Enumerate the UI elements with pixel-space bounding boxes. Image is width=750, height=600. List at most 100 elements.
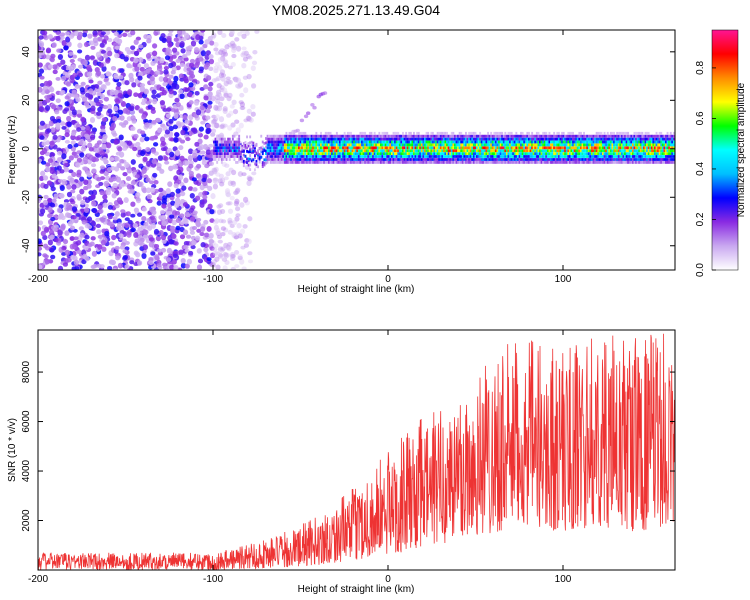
heat-cell	[524, 155, 527, 158]
heat-cell	[556, 152, 559, 155]
heat-cell	[616, 146, 619, 150]
heat-cell	[100, 217, 106, 223]
heat-cell	[439, 158, 442, 161]
heat-cell	[528, 152, 530, 155]
heat-cell	[110, 122, 116, 129]
heat-cell	[416, 149, 419, 153]
heat-cell	[272, 152, 275, 155]
heat-cell	[576, 152, 579, 155]
heat-cell	[210, 252, 216, 259]
heat-cell	[408, 134, 411, 138]
heat-cell	[425, 149, 428, 153]
heat-cell	[282, 155, 285, 158]
heat-cell	[413, 143, 415, 147]
heat-cell	[114, 45, 120, 50]
heat-cell	[359, 146, 362, 150]
heat-cell	[483, 155, 486, 158]
heat-cell	[254, 162, 256, 166]
heat-cell	[146, 34, 152, 40]
heat-cell	[431, 143, 434, 147]
heat-cell	[304, 134, 307, 138]
heat-cell	[220, 226, 226, 231]
heat-cell	[183, 244, 189, 250]
heat-cell	[480, 140, 483, 144]
heat-cell	[556, 134, 559, 138]
heat-cell	[368, 134, 371, 138]
heat-cell	[304, 137, 307, 141]
heat-cell	[153, 142, 159, 147]
heat-cell	[57, 54, 64, 61]
heat-cell	[370, 140, 373, 144]
heat-cell	[235, 152, 237, 155]
heat-cell	[85, 170, 91, 175]
heat-cell	[506, 161, 508, 164]
heat-cell	[271, 155, 274, 158]
heat-cell	[212, 167, 218, 174]
heat-cell	[428, 146, 431, 150]
heat-cell	[307, 161, 310, 164]
heat-cell	[241, 150, 244, 153]
heat-cell	[402, 143, 404, 147]
heat-cell	[424, 158, 426, 161]
heat-cell	[200, 30, 206, 33]
heat-cell	[405, 137, 408, 141]
heat-cell	[477, 152, 480, 155]
heat-cell	[302, 152, 305, 155]
heat-cell	[321, 134, 324, 138]
heat-cell	[217, 146, 220, 150]
heat-cell	[518, 152, 521, 155]
heat-cell	[375, 152, 378, 155]
heat-cell	[90, 220, 96, 227]
heat-cell	[523, 146, 526, 150]
heat-cell	[409, 134, 412, 138]
heat-cell	[202, 194, 208, 200]
heat-cell	[258, 156, 261, 159]
heat-cell	[591, 161, 593, 164]
heat-cell	[496, 146, 499, 150]
heat-cell	[76, 194, 82, 200]
heat-cell	[494, 152, 497, 155]
heat-cell	[528, 149, 530, 153]
heat-cell	[105, 58, 111, 64]
heat-cell	[499, 152, 502, 155]
heat-cell	[506, 146, 508, 150]
heat-cell	[485, 155, 488, 158]
heat-cell	[143, 118, 149, 123]
heat-cell	[413, 140, 415, 144]
heat-cell	[425, 143, 428, 147]
heat-cell	[443, 146, 445, 150]
heat-cell	[213, 219, 219, 225]
heat-cell	[378, 155, 381, 158]
heat-cell	[617, 134, 620, 138]
heat-cell	[175, 217, 181, 224]
heat-cell	[265, 141, 267, 145]
heat-cell	[598, 146, 601, 150]
heat-cell	[255, 165, 258, 168]
heat-cell	[545, 143, 548, 147]
heat-cell	[214, 137, 217, 141]
heat-cell	[157, 155, 163, 161]
heat-cell	[572, 158, 574, 161]
heat-cell	[280, 146, 283, 150]
heat-cell	[290, 143, 293, 147]
heat-cell	[446, 137, 448, 141]
heat-cell	[600, 146, 603, 150]
heat-cell	[447, 158, 450, 161]
heat-cell	[586, 152, 589, 155]
heat-cell	[531, 152, 534, 155]
heat-cell	[186, 258, 192, 265]
heat-cell	[223, 253, 229, 259]
heat-cell	[283, 140, 286, 144]
heat-cell	[219, 143, 222, 147]
heat-cell	[490, 152, 493, 155]
heat-cell	[170, 108, 176, 112]
heat-cell	[561, 131, 563, 135]
heat-cell	[60, 121, 66, 126]
heat-cell	[291, 158, 294, 161]
heat-cell	[208, 58, 215, 65]
heat-cell	[529, 134, 532, 138]
heat-cell	[190, 40, 197, 47]
heat-cell	[438, 155, 441, 158]
heat-cell	[38, 264, 43, 270]
heat-cell	[589, 140, 592, 144]
